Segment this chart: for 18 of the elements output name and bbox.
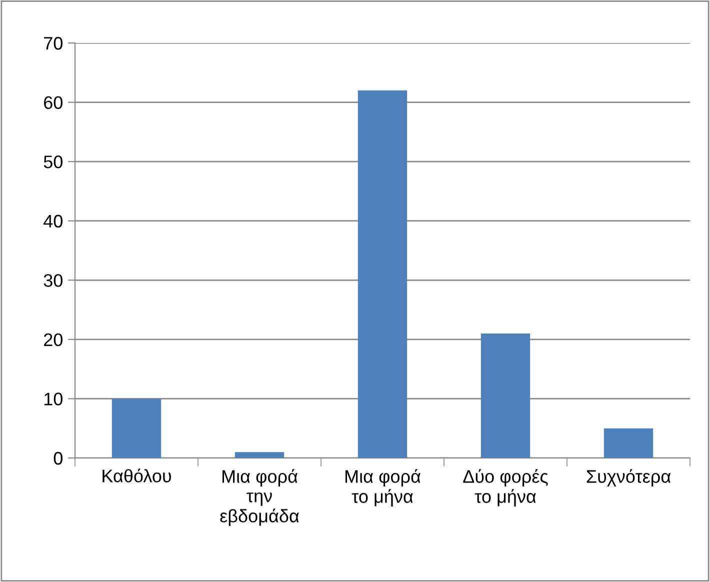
y-tick-label: 60 [44, 96, 62, 110]
y-tick-label: 70 [44, 36, 62, 50]
bar [604, 428, 654, 458]
x-tick-label: Δύο φορές το μήνα [463, 469, 548, 507]
bar [234, 452, 284, 458]
y-tick-label: 50 [44, 156, 62, 168]
x-tick-label: Συχνότερα [586, 469, 671, 486]
y-tick-label: 10 [44, 392, 62, 406]
y-tick-label: 40 [44, 214, 62, 228]
bar [112, 398, 162, 458]
x-tick-label: Μια φορά την εβδομάδα [220, 469, 299, 526]
bar [480, 334, 530, 458]
x-tick-label: Καθόλου [102, 468, 171, 482]
x-tick-label: Μια φορά το μήνα [346, 469, 420, 507]
y-tick-label: 30 [44, 274, 62, 287]
y-tick-label: 20 [44, 333, 62, 346]
y-tick-label: 0 [54, 452, 62, 465]
bar [358, 90, 408, 458]
